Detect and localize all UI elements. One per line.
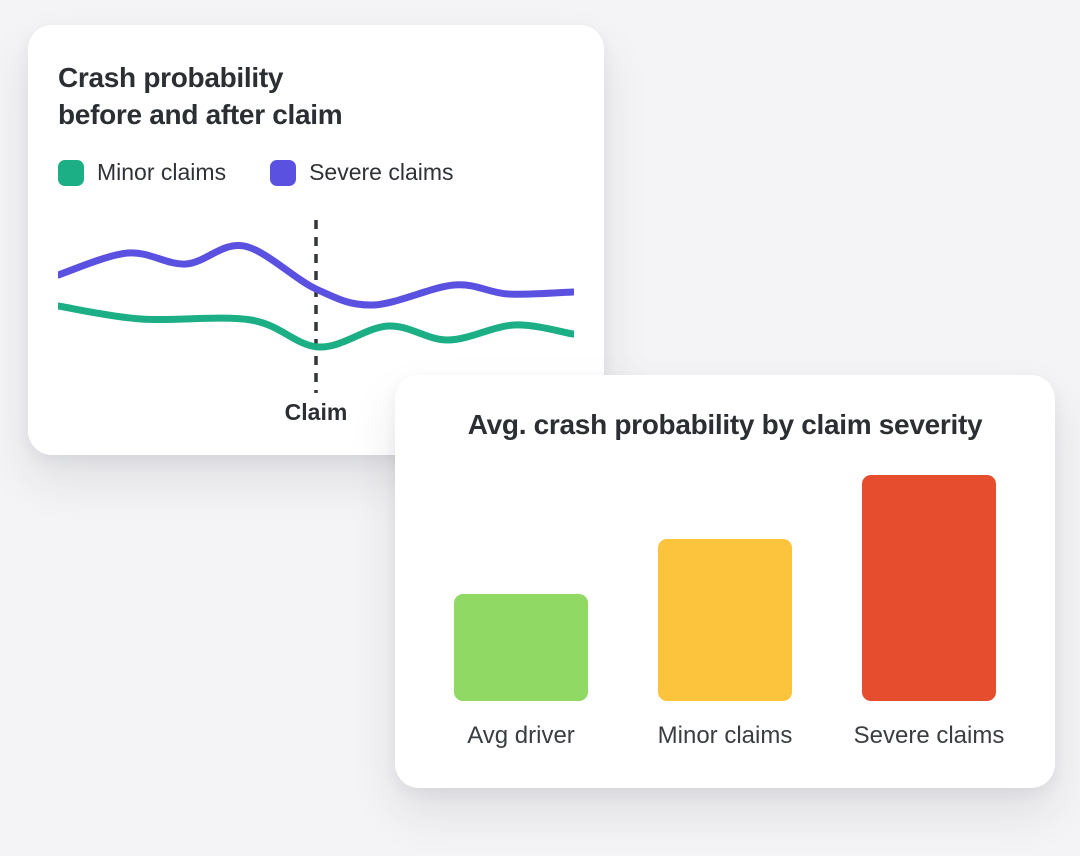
bar-column-avg-driver: [454, 475, 588, 701]
bar-labels-row: Avg driver Minor claims Severe claims: [454, 701, 1004, 750]
severe-claims-legend-label: Severe claims: [309, 159, 454, 186]
legend-item-minor-claims: Minor claims: [58, 159, 226, 186]
line-chart-svg: [54, 220, 577, 394]
bar-chart-plot: [454, 475, 996, 701]
bar-label-avg-driver: Avg driver: [467, 722, 575, 749]
legend: Minor claims Severe claims: [58, 159, 574, 186]
line-chart-card: Crash probability before and after claim …: [28, 25, 604, 455]
line-chart-title: Crash probability before and after claim: [58, 59, 574, 133]
bar-label-severe-claims: Severe claims: [853, 722, 1005, 749]
line-chart-title-line1: Crash probability: [58, 62, 284, 93]
bar-severe-claims: [862, 475, 996, 701]
severe-claims-swatch-icon: [270, 159, 297, 186]
minor-claims-swatch-icon: [58, 159, 84, 186]
bar-chart-title: Avg. crash probability by claim severity: [467, 409, 983, 440]
minor-claims-legend-label: Minor claims: [97, 159, 227, 186]
bar-column-severe-claims: [862, 475, 996, 701]
legend-item-severe-claims: Severe claims: [270, 159, 454, 186]
bar-chart-card: Avg. crash probability by claim severity…: [395, 375, 1055, 788]
bar-column-minor-claims: [658, 475, 792, 701]
bar-avg-driver: [454, 594, 588, 701]
claim-annotation-label: Claim: [284, 399, 348, 425]
bar-minor-claims: [658, 539, 792, 701]
line-chart-title-line2: before and after claim: [58, 99, 343, 131]
bar-label-minor-claims: Minor claims: [657, 722, 793, 749]
line-chart-plot: [54, 218, 604, 400]
